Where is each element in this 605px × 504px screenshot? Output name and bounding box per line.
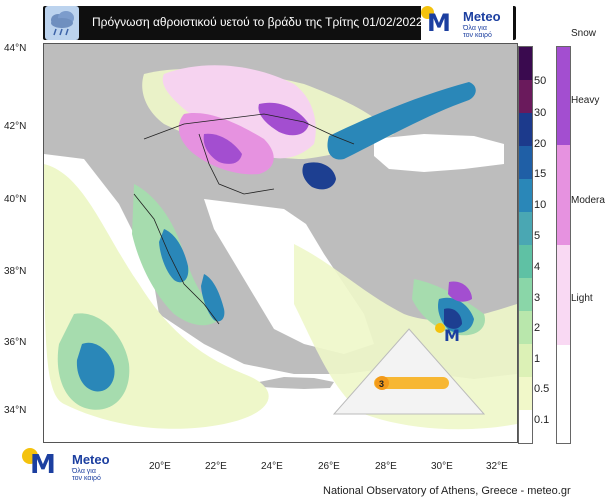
snow-level-swatch <box>557 47 570 145</box>
lat-tick: 42°N <box>4 121 27 132</box>
lon-tick: 20°E <box>149 461 171 472</box>
logo-tagline: Όλα για τον καιρό <box>72 468 101 482</box>
rain-level-label: 4 <box>534 261 541 273</box>
warning-scale-inset: 3 <box>332 328 486 415</box>
rain-level-swatch <box>519 80 532 113</box>
rain-cloud-icon <box>45 6 79 40</box>
footer-credit: National Observatory of Athens, Greece -… <box>323 485 571 497</box>
rain-level-label: 0.5 <box>534 383 550 395</box>
rain-level-label: 3 <box>534 292 541 304</box>
rain-level-swatch <box>519 245 532 278</box>
meteo-m-icon: M <box>30 450 56 480</box>
rain-level-swatch <box>519 47 532 80</box>
rain-colorbar <box>518 46 533 444</box>
lat-tick: 40°N <box>4 194 27 205</box>
lon-tick: 30°E <box>431 461 453 472</box>
lon-tick: 22°E <box>205 461 227 472</box>
snow-level-swatch <box>557 145 570 245</box>
rain-level-label: 20 <box>534 138 547 150</box>
lon-tick: 32°E <box>486 461 508 472</box>
lat-tick: 38°N <box>4 266 27 277</box>
meteo-m-icon: M <box>427 9 451 37</box>
meteo-logo-bottom: M Meteo Όλα για τον καιρό <box>22 446 122 482</box>
rain-level-label: 30 <box>534 107 547 119</box>
snow-level-label: Moderate <box>571 195 605 206</box>
precipitation-map: 3 M <box>43 43 518 443</box>
rain-level-swatch <box>519 278 532 311</box>
logo-name: Meteo <box>463 9 501 24</box>
rain-level-label: 5 <box>534 230 541 242</box>
sun-icon <box>22 448 38 464</box>
sun-icon <box>421 6 434 19</box>
rain-level-label: 2 <box>534 322 541 334</box>
lat-tick: 34°N <box>4 405 27 416</box>
rain-level-label: 1 <box>534 353 541 365</box>
logo-tagline: Όλα για τον καιρό <box>463 25 492 39</box>
rain-level-swatch <box>519 344 532 377</box>
svg-text:3: 3 <box>379 379 384 389</box>
meteo-watermark: M <box>435 323 460 345</box>
logo-name: Meteo <box>72 452 110 467</box>
snow-colorbar-title: Snow <box>571 28 597 39</box>
lon-tick: 28°E <box>375 461 397 472</box>
rain-level-label: 50 <box>534 75 547 87</box>
rain-level-swatch <box>519 113 532 146</box>
meteo-logo-top: M Meteo Όλα για τον καιρό <box>421 6 513 40</box>
lon-tick: 26°E <box>318 461 340 472</box>
snow-level-swatch <box>557 345 570 443</box>
snow-colorbar <box>556 46 571 444</box>
snow-level-label: Heavy <box>571 95 600 106</box>
lat-tick: 44°N <box>4 43 27 54</box>
rain-level-swatch <box>519 410 532 443</box>
rain-level-label: 10 <box>534 199 547 211</box>
svg-text:M: M <box>444 326 460 345</box>
rain-level-swatch <box>519 146 532 179</box>
rain-level-swatch <box>519 377 532 410</box>
page-title: Πρόγνωση αθροιστικού υετού το βράδυ της … <box>92 15 423 29</box>
snow-level-label: Light <box>571 293 593 304</box>
lon-tick: 24°E <box>261 461 283 472</box>
snow-level-swatch <box>557 245 570 345</box>
lat-tick: 36°N <box>4 337 27 348</box>
rain-level-swatch <box>519 311 532 344</box>
rain-level-swatch <box>519 212 532 245</box>
rain-level-label: 15 <box>534 168 547 180</box>
rain-level-label: 0.1 <box>534 414 550 426</box>
rain-level-swatch <box>519 179 532 212</box>
